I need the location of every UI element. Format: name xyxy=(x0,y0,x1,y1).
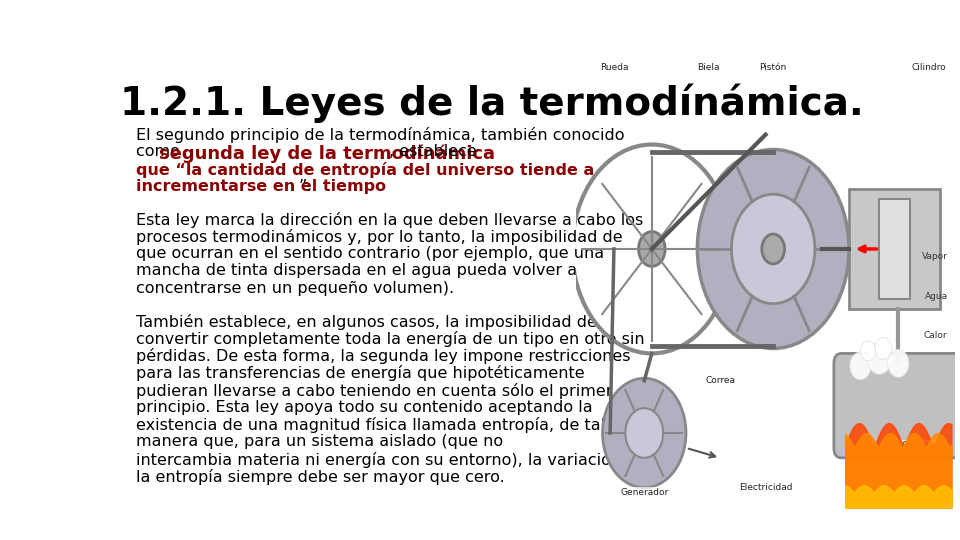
Text: manera que, para un sistema aislado (que no: manera que, para un sistema aislado (que… xyxy=(136,434,503,449)
Circle shape xyxy=(875,338,892,360)
Text: como: como xyxy=(136,144,185,159)
Text: Calor: Calor xyxy=(924,332,948,341)
Text: Pistón: Pistón xyxy=(759,63,787,72)
Text: para las transferencias de energía que hipotéticamente: para las transferencias de energía que h… xyxy=(136,365,585,381)
Text: intercambia materia ni energía con su entorno), la variación de: intercambia materia ni energía con su en… xyxy=(136,451,647,468)
Text: pudieran llevarse a cabo teniendo en cuenta sólo el primer: pudieran llevarse a cabo teniendo en cue… xyxy=(136,382,612,399)
Circle shape xyxy=(603,379,686,488)
Text: Vapor: Vapor xyxy=(922,252,948,261)
FancyBboxPatch shape xyxy=(834,353,960,458)
Circle shape xyxy=(888,349,909,377)
Text: Correa: Correa xyxy=(705,376,735,385)
Circle shape xyxy=(867,342,892,374)
Text: pérdidas. De esta forma, la segunda ley impone restricciones: pérdidas. De esta forma, la segunda ley … xyxy=(136,348,631,364)
Circle shape xyxy=(762,234,784,264)
Text: Electricidad: Electricidad xyxy=(739,483,792,492)
Circle shape xyxy=(850,352,871,380)
Text: 1.2.1. Leyes de la termodínámica.: 1.2.1. Leyes de la termodínámica. xyxy=(120,84,864,123)
Text: que “la cantidad de entropía del universo tiende a: que “la cantidad de entropía del univers… xyxy=(136,161,594,178)
Circle shape xyxy=(732,194,815,303)
Text: Generador: Generador xyxy=(620,488,668,497)
Text: concentrarse en un pequeño volumen).: concentrarse en un pequeño volumen). xyxy=(136,281,454,296)
Text: convertir completamente toda la energía de un tipo en otro sin: convertir completamente toda la energía … xyxy=(136,331,645,347)
Text: incrementarse en el tiempo: incrementarse en el tiempo xyxy=(136,179,387,194)
Text: procesos termodinámicos y, por lo tanto, la imposibilidad de: procesos termodinámicos y, por lo tanto,… xyxy=(136,229,623,245)
FancyBboxPatch shape xyxy=(849,190,940,309)
Text: Biela: Biela xyxy=(698,63,720,72)
Text: Rueda: Rueda xyxy=(600,63,628,72)
FancyBboxPatch shape xyxy=(879,199,910,299)
Text: existencia de una magnitud física llamada entropía, de tal: existencia de una magnitud física llamad… xyxy=(136,417,606,433)
Text: la entropía siempre debe ser mayor que cero.: la entropía siempre debe ser mayor que c… xyxy=(136,469,505,485)
Circle shape xyxy=(638,232,665,266)
Circle shape xyxy=(860,341,876,361)
Text: mancha de tinta dispersada en el agua pueda volver a: mancha de tinta dispersada en el agua pu… xyxy=(136,264,578,279)
Text: Caldera: Caldera xyxy=(901,441,936,450)
Text: que ocurran en el sentido contrario (por ejemplo, que una: que ocurran en el sentido contrario (por… xyxy=(136,246,605,261)
Text: Agua: Agua xyxy=(924,292,948,301)
Text: principio. Esta ley apoya todo su contenido aceptando la: principio. Esta ley apoya todo su conten… xyxy=(136,400,593,415)
Text: , establece: , establece xyxy=(390,144,477,159)
Text: ”.: ”. xyxy=(299,179,312,194)
Circle shape xyxy=(697,150,849,348)
Text: Esta ley marca la dirección en la que deben llevarse a cabo los: Esta ley marca la dirección en la que de… xyxy=(136,212,643,228)
Circle shape xyxy=(625,408,663,458)
Text: Cilindro: Cilindro xyxy=(911,63,946,72)
Text: También establece, en algunos casos, la imposibilidad de: También establece, en algunos casos, la … xyxy=(136,314,597,329)
Text: El segundo principio de la termodínámica, también conocido: El segundo principio de la termodínámica… xyxy=(136,127,625,143)
Text: segunda ley de la termodínámica: segunda ley de la termodínámica xyxy=(158,144,494,163)
Text: Combustible: Combustible xyxy=(851,493,908,502)
